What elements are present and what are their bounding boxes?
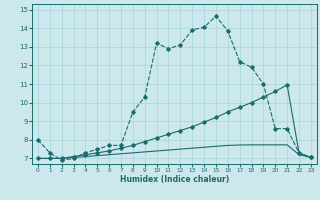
X-axis label: Humidex (Indice chaleur): Humidex (Indice chaleur) [120, 175, 229, 184]
